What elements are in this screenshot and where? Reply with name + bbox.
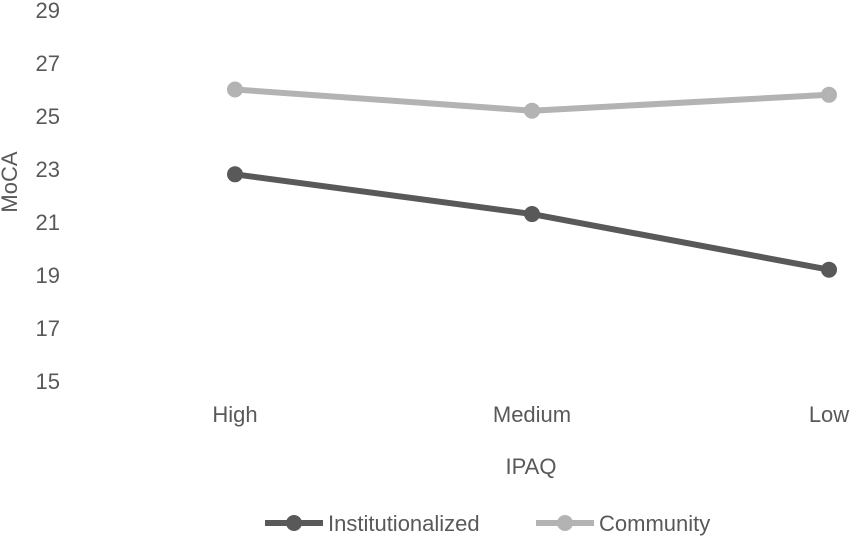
data-point — [821, 86, 837, 103]
series-institutionalized — [227, 166, 837, 278]
y-axis-title: MoCA — [0, 151, 22, 212]
x-tick-label: Medium — [493, 402, 571, 427]
data-point — [821, 261, 837, 278]
legend: Institutionalized Community — [265, 511, 710, 536]
legend-label: Community — [599, 511, 710, 536]
legend-item: Institutionalized — [265, 511, 480, 536]
y-tick-label: 29 — [36, 0, 60, 23]
x-axis-title: IPAQ — [506, 454, 557, 479]
series-community — [227, 81, 837, 119]
legend-swatch-marker — [286, 515, 302, 531]
x-tick-label: High — [212, 402, 257, 427]
y-tick-label: 21 — [36, 210, 60, 235]
y-tick-label: 27 — [36, 51, 60, 76]
data-point — [524, 206, 540, 223]
data-point — [524, 102, 540, 119]
y-tick-label: 23 — [36, 157, 60, 182]
legend-label: Institutionalized — [328, 511, 480, 536]
legend-item: Community — [536, 511, 710, 536]
y-axis-ticks: 15 17 19 21 23 25 27 29 — [36, 0, 60, 394]
x-tick-label: Low — [809, 402, 849, 427]
y-tick-label: 15 — [36, 369, 60, 394]
series-layer — [227, 81, 837, 278]
y-tick-label: 25 — [36, 104, 60, 129]
data-point — [227, 81, 243, 98]
data-point — [227, 166, 243, 183]
y-tick-label: 19 — [36, 263, 60, 288]
x-axis-ticks: High Medium Low — [212, 402, 849, 427]
legend-swatch-marker — [557, 515, 573, 531]
y-tick-label: 17 — [36, 316, 60, 341]
